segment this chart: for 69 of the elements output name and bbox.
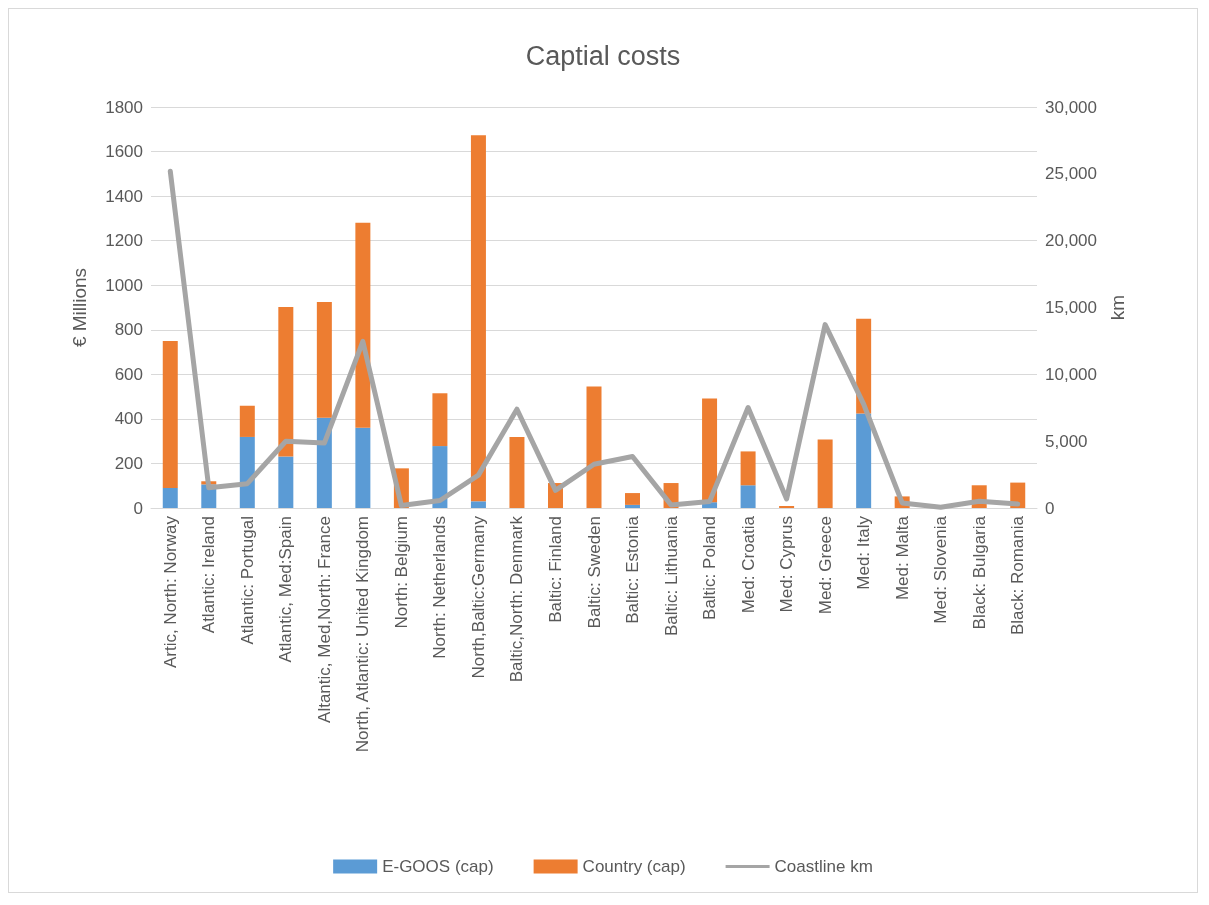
x-tick-label: North: Netherlands (430, 516, 450, 659)
y2-tick-label: 30,000 (1045, 97, 1097, 117)
bar (162, 340, 178, 488)
y2-axis-title: km (1106, 294, 1128, 321)
bar (316, 301, 332, 418)
chart-title: Captial costs (525, 40, 681, 71)
y2-tick-label: 5,000 (1045, 431, 1088, 451)
x-tick-label: Med: Greece (815, 516, 835, 615)
bar (470, 135, 486, 502)
bar (509, 436, 525, 508)
bar (278, 307, 294, 457)
x-tick-label: Altantic, Med,North: France (314, 516, 334, 723)
bar (856, 413, 872, 508)
bar (355, 427, 371, 508)
x-tick-label: Artic, North: Norway (160, 515, 180, 669)
bar (278, 456, 294, 508)
bar (702, 398, 718, 503)
y-tick-label: 200 (114, 453, 143, 473)
y-axis-title: € Millions (69, 267, 90, 348)
x-tick-label: North,Baltic:Germany (468, 515, 488, 679)
x-tick-label: Baltic: Poland (700, 516, 720, 620)
y-tick-label: 400 (114, 409, 143, 429)
bar (355, 222, 371, 428)
bar (856, 318, 872, 414)
bar (740, 451, 756, 486)
bar (162, 487, 178, 508)
x-tick-label: Baltic: Finland (545, 516, 565, 623)
x-tick-label: Med: Croatia (738, 515, 758, 614)
y2-tick-label: 10,000 (1045, 364, 1097, 384)
x-tick-label: Baltic,North: Denmark (507, 515, 527, 683)
x-tick-label: Baltic: Lithuania (661, 515, 681, 637)
bar (586, 386, 602, 508)
y2-tick-label: 25,000 (1045, 164, 1097, 184)
x-tick-label: Atlantic: Portugal (237, 516, 257, 645)
bar (817, 439, 833, 508)
bar (470, 501, 486, 508)
bar (625, 493, 641, 505)
y-tick-label: 0 (133, 498, 143, 518)
y2-tick-label: 0 (1045, 498, 1055, 518)
y-tick-label: 1200 (105, 231, 143, 251)
x-tick-label: North, Atlantic: United Kingdom (353, 516, 373, 753)
bar (239, 405, 255, 437)
x-tick-label: Med: Cyprus (777, 516, 797, 613)
legend-label: E-GOOS (cap) (382, 857, 494, 876)
bar (432, 393, 448, 447)
x-tick-label: Black: Romania (1008, 515, 1028, 636)
x-tick-label: Atlantic: Ireland (199, 516, 219, 634)
bar (239, 436, 255, 508)
y2-tick-label: 15,000 (1045, 298, 1097, 317)
x-tick-label: Baltic: Sweden (584, 516, 604, 629)
x-tick-label: Black: Bulgaria (969, 515, 989, 630)
y-tick-label: 1600 (105, 142, 143, 162)
x-tick-label: Baltic: Estonia (623, 515, 643, 624)
y-tick-label: 600 (114, 364, 143, 384)
y-tick-label: 1400 (105, 186, 143, 206)
bar (625, 504, 641, 508)
legend-label: Country (cap) (582, 857, 686, 876)
y-tick-label: 1800 (105, 97, 143, 117)
x-tick-label: Med: Slovenia (931, 515, 951, 624)
x-tick-label: Med: Malta (892, 515, 912, 601)
legend-label: Coastline km (774, 857, 873, 876)
x-tick-label: Med: Italy (854, 515, 874, 590)
x-tick-label: North: Belgium (391, 516, 411, 629)
y-tick-label: 1000 (105, 275, 143, 295)
bar (740, 485, 756, 508)
y2-tick-label: 20,000 (1045, 231, 1097, 251)
y-tick-label: 800 (114, 320, 143, 340)
bar (432, 446, 448, 508)
x-tick-label: Atlantic, Med:Spain (276, 516, 296, 663)
